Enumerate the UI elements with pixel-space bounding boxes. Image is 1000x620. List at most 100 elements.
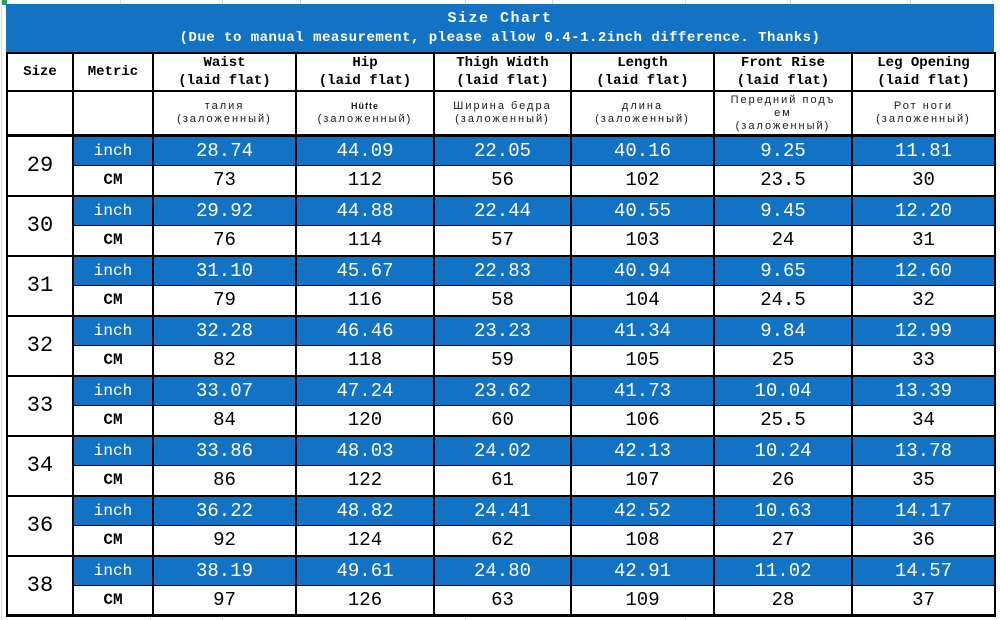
size-group-cm-row: CM 79 116 58 104 24.5 32 — [7, 285, 996, 317]
inch-value-cell: 45.67 — [295, 254, 435, 286]
inch-value-cell: 9.25 — [713, 134, 853, 166]
spreadsheet-gridline — [552, 0, 553, 4]
cm-value-cell: 86 — [152, 465, 297, 497]
cm-value-cell: 112 — [295, 165, 435, 197]
cm-value-cell: 31 — [851, 225, 996, 257]
translation-sublabel: (заложенный) — [177, 113, 272, 125]
inch-value-cell: 23.23 — [433, 314, 572, 346]
inch-value-cell: 48.03 — [295, 434, 435, 466]
thigh-width-translation-cell: Ширина бедра (заложенный) — [433, 90, 572, 137]
cm-value-cell: 27 — [713, 525, 853, 557]
size-cell: 30 — [6, 194, 74, 257]
translation-label: Передний подъем — [730, 93, 836, 119]
unit-cm-cell: CM — [72, 585, 154, 617]
inch-value-cell: 24.41 — [433, 494, 572, 526]
column-label: Length — [617, 55, 668, 71]
hip-column-header: Hip (laid flat) — [295, 52, 435, 92]
inch-value-cell: 11.02 — [713, 554, 853, 586]
translation-row: талия (заложенный) Hüfte (заложенный) Ши… — [6, 90, 996, 137]
size-cell: 29 — [6, 134, 74, 197]
inch-value-cell: 41.34 — [570, 314, 715, 346]
cm-value-cell: 97 — [152, 585, 297, 617]
translation-sublabel: (заложенный) — [735, 119, 831, 132]
cm-value-cell: 28 — [713, 585, 853, 617]
column-sublabel: (laid flat) — [318, 73, 412, 89]
size-group-inch-row: 29 inch 28.74 44.09 22.05 40.16 9.25 11.81 — [6, 134, 996, 197]
inch-value-cell: 42.13 — [570, 434, 715, 466]
cell-selection-marker — [2, 0, 7, 5]
unit-inch-cell: inch — [72, 254, 154, 286]
unit-inch-cell: inch — [72, 374, 154, 406]
unit-cm-cell: CM — [72, 525, 154, 557]
column-sublabel: (laid flat) — [178, 73, 271, 89]
inch-value-cell: 13.78 — [851, 434, 996, 466]
inch-value-cell: 24.80 — [433, 554, 572, 586]
cm-value-cell: 60 — [433, 405, 572, 437]
cm-value-cell: 92 — [152, 525, 297, 557]
translation-sublabel: (заложенный) — [317, 113, 413, 125]
spreadsheet-gridline — [685, 0, 686, 4]
cm-value-cell: 82 — [152, 345, 297, 377]
column-header-row: Size Metric Waist (laid flat) Hip (laid … — [6, 52, 996, 92]
inch-value-cell: 33.86 — [152, 434, 297, 466]
cm-value-cell: 114 — [295, 225, 435, 257]
cm-value-cell: 122 — [295, 465, 435, 497]
cm-value-cell: 84 — [152, 405, 297, 437]
cm-value-cell: 37 — [851, 585, 996, 617]
size-group-inch-row: 36 inch 36.22 48.82 24.41 42.52 10.63 14.17 — [6, 494, 996, 557]
cm-value-cell: 23.5 — [713, 165, 853, 197]
inch-value-cell: 36.22 — [152, 494, 297, 526]
front-rise-translation-cell: Передний подъем (заложенный) — [713, 90, 853, 137]
size-cell: 34 — [6, 434, 74, 497]
translation-sublabel: (заложенный) — [455, 113, 550, 125]
inch-value-cell: 44.09 — [295, 134, 435, 166]
cm-value-cell: 108 — [570, 525, 715, 557]
inch-value-cell: 28.74 — [152, 134, 297, 166]
cm-value-cell: 58 — [433, 285, 572, 317]
inch-value-cell: 33.07 — [152, 374, 297, 406]
inch-value-cell: 9.45 — [713, 194, 853, 226]
length-column-header: Length (laid flat) — [570, 52, 715, 92]
inch-value-cell: 48.82 — [295, 494, 435, 526]
unit-cm-cell: CM — [72, 405, 154, 437]
length-translation-cell: длина (заложенный) — [570, 90, 715, 137]
spreadsheet-gridline — [465, 0, 466, 4]
spreadsheet-gridline — [120, 0, 121, 4]
size-table: Size Metric Waist (laid flat) Hip (laid … — [6, 52, 996, 617]
spreadsheet-gridline — [222, 616, 223, 620]
cm-value-cell: 105 — [570, 345, 715, 377]
spreadsheet-gridline — [685, 616, 686, 620]
size-cell: 31 — [6, 254, 74, 317]
translation-label: длина — [621, 100, 664, 112]
cm-value-cell: 73 — [152, 165, 297, 197]
column-sublabel: (laid flat) — [596, 73, 689, 89]
inch-value-cell: 40.16 — [570, 134, 715, 166]
cm-value-cell: 25.5 — [713, 405, 853, 437]
cm-value-cell: 33 — [851, 345, 996, 377]
size-group-inch-row: 38 inch 38.19 49.61 24.80 42.91 11.02 14.57 — [6, 554, 996, 617]
size-group-inch-row: 33 inch 33.07 47.24 23.62 41.73 10.04 13.39 — [6, 374, 996, 437]
cm-value-cell: 124 — [295, 525, 435, 557]
size-group-cm-row: CM 86 122 61 107 26 35 — [7, 465, 996, 497]
thigh-width-column-header: Thigh Width (laid flat) — [433, 52, 572, 92]
spreadsheet-gridline — [465, 616, 466, 620]
column-label: Hip — [352, 55, 378, 71]
size-group-inch-row: 32 inch 32.28 46.46 23.23 41.34 9.84 12.99 — [6, 314, 996, 377]
inch-value-cell: 14.57 — [851, 554, 996, 586]
waist-translation-cell: талия (заложенный) — [152, 90, 297, 137]
waist-column-header: Waist (laid flat) — [152, 52, 297, 92]
column-sublabel: (laid flat) — [736, 73, 830, 89]
inch-value-cell: 31.10 — [152, 254, 297, 286]
translation-sublabel: (заложенный) — [595, 113, 690, 125]
front-rise-column-header: Front Rise (laid flat) — [713, 52, 853, 92]
unit-cm-cell: CM — [72, 165, 154, 197]
inch-value-cell: 10.04 — [713, 374, 853, 406]
size-group-inch-row: 30 inch 29.92 44.88 22.44 40.55 9.45 12.20 — [6, 194, 996, 257]
inch-value-cell: 9.84 — [713, 314, 853, 346]
inch-value-cell: 12.20 — [851, 194, 996, 226]
cm-value-cell: 103 — [570, 225, 715, 257]
leg-opening-translation-cell: Рот ноги (заложенный) — [851, 90, 996, 137]
size-cell: 36 — [6, 494, 74, 557]
inch-value-cell: 22.83 — [433, 254, 572, 286]
inch-value-cell: 9.65 — [713, 254, 853, 286]
